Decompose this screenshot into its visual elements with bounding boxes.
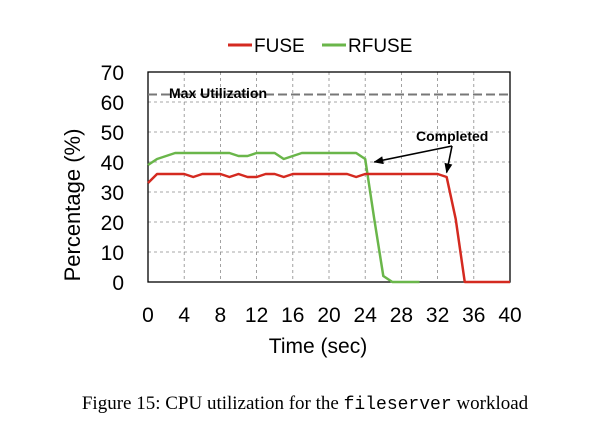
y-tick-label: 60	[101, 92, 124, 115]
cpu-utilization-chart: FUSE RFUSE 0 10 20 30 40 50 60 70 0 4 8 12 16 20 24 28…	[60, 36, 522, 358]
y-tick-label: 50	[101, 122, 124, 145]
y-tick-label: 10	[101, 242, 124, 265]
x-tick-label: 0	[142, 304, 154, 327]
grid	[148, 72, 510, 282]
figure-caption: Figure 15: CPU utilization for the files…	[0, 393, 610, 415]
legend-label-rfuse: RFUSE	[348, 36, 412, 57]
y-tick-label: 20	[101, 212, 124, 235]
max-utilization-label: Max Utilization	[169, 85, 267, 101]
completed-arrow	[444, 145, 453, 174]
x-tick-label: 28	[390, 304, 413, 327]
legend: FUSE RFUSE	[228, 36, 412, 57]
plot-frame	[147, 71, 511, 283]
x-tick-label: 8	[215, 304, 227, 327]
completed-annotation-label: Completed	[416, 128, 488, 144]
caption-code: fileserver	[343, 395, 452, 415]
x-tick-label: 32	[426, 304, 449, 327]
caption-suffix: workload	[451, 393, 529, 414]
series-line-rfuse	[147, 151, 420, 284]
x-tick-label: 4	[178, 304, 190, 327]
series-line-fuse	[147, 172, 510, 284]
y-axis-title: Percentage (%)	[60, 129, 85, 282]
legend-label-fuse: FUSE	[254, 36, 305, 57]
x-tick-label: 12	[245, 304, 268, 327]
x-axis-title: Time (sec)	[269, 335, 367, 358]
completed-arrows	[373, 145, 453, 174]
y-tick-label: 70	[101, 62, 124, 85]
y-tick-label: 30	[101, 182, 124, 205]
x-tick-label: 40	[498, 304, 521, 327]
x-tick-label: 16	[281, 304, 304, 327]
y-tick-label: 40	[101, 152, 124, 175]
completed-arrow	[373, 145, 453, 165]
x-tick-label: 24	[354, 304, 378, 327]
x-tick-label: 20	[317, 304, 340, 327]
x-tick-labels: 0 4 8 12 16 20 24 28 32 36 40	[142, 304, 522, 327]
caption-prefix: Figure 15: CPU utilization for the	[81, 393, 344, 414]
y-tick-labels: 0 10 20 30 40 50 60 70	[101, 62, 124, 295]
y-tick-label: 0	[112, 272, 124, 295]
x-tick-label: 36	[462, 304, 485, 327]
